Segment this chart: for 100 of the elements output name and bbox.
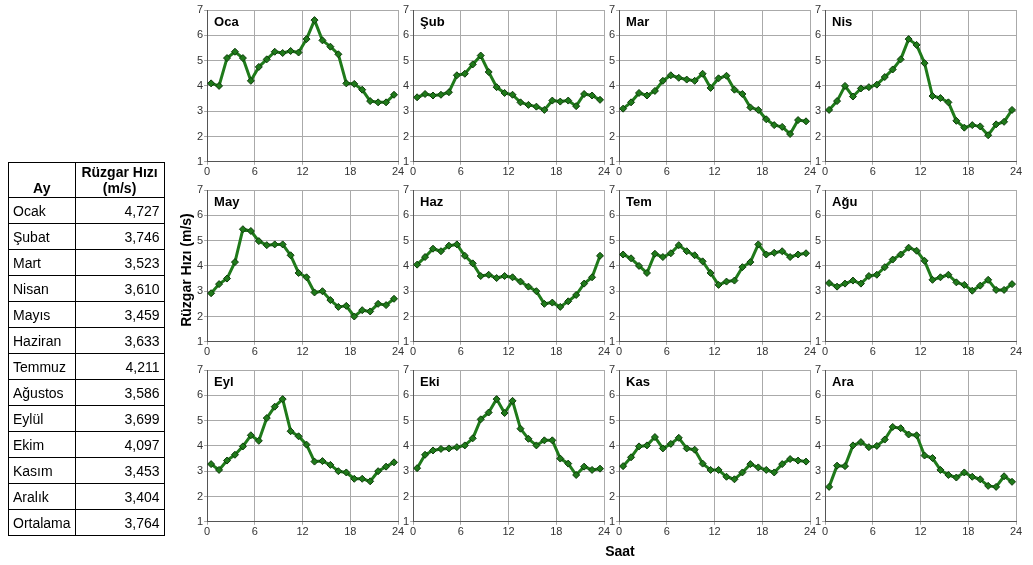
x-tick-label: 18 — [550, 165, 563, 178]
y-tick-label: 7 — [814, 3, 822, 16]
y-tick-label: 3 — [402, 464, 410, 477]
point — [912, 431, 921, 440]
point — [848, 92, 857, 101]
point — [880, 435, 889, 444]
point — [802, 457, 810, 466]
category-label: Ocak — [8, 197, 76, 224]
y-tick-label: 4 — [402, 78, 410, 91]
y-tick-label: 1 — [196, 334, 204, 347]
point — [342, 79, 351, 88]
y-tick-label: 7 — [196, 183, 204, 196]
y-tick-label: 4 — [814, 258, 822, 271]
point — [230, 450, 239, 459]
point — [207, 289, 216, 298]
point — [524, 282, 533, 291]
point — [548, 298, 557, 307]
y-axis-title: Rüzgar Hızı (m/s) — [178, 213, 194, 327]
point — [444, 88, 453, 97]
point — [976, 122, 985, 131]
x-tick-label: 24 — [803, 345, 817, 358]
point — [540, 299, 549, 308]
y-tick-label: 5 — [608, 233, 616, 246]
chart-title: Haz — [420, 194, 444, 210]
point — [848, 276, 857, 285]
x-tick-label: 18 — [550, 525, 563, 538]
point — [350, 312, 359, 321]
y-tick-label: 7 — [402, 183, 410, 196]
y-tick-label: 1 — [196, 154, 204, 167]
point — [223, 54, 231, 63]
y-tick-label: 3 — [608, 284, 616, 297]
y-tick-label: 5 — [402, 53, 410, 66]
point — [548, 436, 557, 445]
point — [690, 76, 699, 85]
y-tick-label: 6 — [196, 388, 204, 401]
point — [588, 91, 597, 100]
chart-title: Ara — [832, 374, 855, 390]
y-tick-label: 6 — [814, 388, 822, 401]
point — [690, 445, 699, 454]
point — [452, 240, 461, 249]
point — [682, 444, 691, 453]
point — [366, 97, 375, 106]
point — [730, 276, 739, 285]
point — [1008, 280, 1016, 289]
point — [730, 85, 739, 94]
point — [390, 294, 398, 303]
point — [920, 451, 929, 460]
point — [794, 116, 803, 125]
point — [262, 55, 271, 64]
point — [968, 121, 977, 130]
point — [936, 94, 945, 103]
y-tick-label: 1 — [608, 334, 616, 347]
point — [516, 98, 525, 107]
point — [674, 433, 683, 442]
y-tick-label: 4 — [814, 438, 822, 451]
point — [429, 91, 437, 100]
point — [880, 73, 889, 82]
point — [342, 468, 351, 477]
y-tick-label: 1 — [814, 514, 822, 527]
point — [992, 285, 1001, 294]
x-tick-label: 0 — [616, 165, 623, 178]
point — [794, 456, 803, 465]
point — [223, 456, 231, 465]
y-tick-label: 7 — [196, 3, 204, 16]
x-tick-label: 6 — [251, 165, 258, 178]
point — [992, 120, 1001, 129]
point — [556, 97, 565, 106]
point — [207, 79, 216, 88]
point — [270, 240, 279, 249]
x-tick-label: 0 — [410, 525, 417, 538]
point — [928, 92, 937, 101]
point — [666, 71, 675, 80]
point — [856, 438, 865, 447]
point — [880, 263, 889, 272]
x-tick-label: 6 — [663, 165, 670, 178]
point — [532, 441, 541, 450]
point — [492, 274, 501, 283]
point — [358, 85, 367, 94]
point — [596, 464, 604, 473]
point — [556, 302, 565, 311]
y-tick-label: 1 — [814, 154, 822, 167]
y-tick-label: 1 — [608, 514, 616, 527]
text: 3,459 — [75, 301, 165, 328]
point — [310, 288, 319, 297]
x-tick-label: 0 — [822, 525, 829, 538]
point — [492, 83, 501, 92]
x-axis-title: Saat — [605, 543, 635, 559]
point — [833, 282, 842, 291]
point — [572, 291, 581, 299]
point — [754, 240, 763, 249]
point — [421, 450, 430, 459]
point — [730, 475, 739, 484]
y-tick-label: 1 — [608, 154, 616, 167]
category-label: Nisan — [8, 275, 76, 302]
point — [318, 457, 327, 466]
y-tick-label: 7 — [608, 183, 616, 196]
chart-title: May — [214, 194, 241, 210]
point — [484, 408, 493, 417]
point — [238, 225, 247, 234]
point — [754, 463, 763, 472]
